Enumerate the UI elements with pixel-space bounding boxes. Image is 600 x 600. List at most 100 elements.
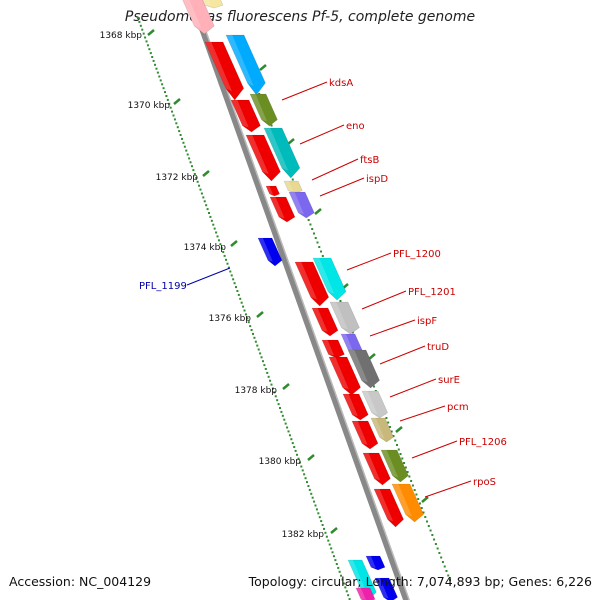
scale-dot: [294, 449, 297, 452]
scale-dot: [263, 364, 266, 367]
scale-dot: [325, 535, 328, 538]
scale-dot: [411, 484, 414, 487]
scale-dot: [195, 176, 198, 179]
scale-dot: [434, 543, 437, 545]
gene-arrow-pfl-1201-shade: [330, 302, 348, 330]
leader-line-rpos: [424, 480, 472, 498]
scale-dot: [296, 453, 299, 456]
scale-dot: [169, 106, 172, 109]
scale-dot: [281, 414, 284, 417]
scale-dot: [259, 352, 262, 355]
scale-dot: [276, 399, 279, 402]
scale-dot: [237, 293, 240, 296]
accession-text: Accession: NC_004129: [9, 574, 152, 589]
gene-label-trud: truD: [427, 342, 449, 353]
red-gene-arrow-shade: [374, 489, 394, 522]
scale-dot: [242, 305, 245, 308]
scale-dot: [321, 255, 324, 257]
red-gene-arrow: [265, 185, 280, 197]
scale-dot: [341, 578, 344, 581]
scale-dot: [436, 547, 439, 550]
scale-dot: [249, 325, 252, 328]
scale-dot: [288, 434, 291, 437]
gene-arrow-bottom-shade: [356, 588, 366, 600]
scale-dot: [317, 512, 320, 515]
scale-dot: [274, 395, 277, 398]
scale-label-4: 1376 kbp: [209, 314, 252, 324]
scale-dot: [290, 438, 293, 441]
scale-dot: [397, 448, 400, 451]
scale-dot: [291, 178, 294, 181]
scale-dot: [406, 471, 409, 473]
gene-arrow-bottom-shade: [375, 578, 389, 599]
scale-dot: [300, 465, 303, 468]
scale-dot: [162, 87, 165, 90]
gene-arrow-top: [202, 0, 224, 9]
scale-dot: [297, 457, 300, 460]
scale-dot: [301, 469, 304, 472]
map-title: Pseudomonas fluorescens Pf-5, complete g…: [124, 9, 476, 25]
gene-arrow-ftsb: [263, 127, 301, 179]
scale-dot: [345, 590, 348, 593]
scale-dot: [429, 529, 432, 532]
scale-major-tick: [230, 240, 238, 247]
scale-dot: [142, 32, 145, 35]
scale-dot: [427, 525, 430, 527]
scale-dot: [192, 169, 195, 172]
scale-dot: [206, 208, 209, 211]
gene-arrow-top: [182, 0, 215, 35]
gene-label-pfl-1206: PFL_1206: [459, 437, 507, 448]
scale-dot: [266, 371, 269, 374]
scale-dot: [387, 421, 390, 424]
scale-dot: [225, 258, 228, 261]
backbone-line: [188, 0, 410, 600]
scale-dot: [410, 480, 413, 482]
scale-major-tick: [287, 138, 295, 145]
scale-dot: [291, 442, 294, 445]
gene-label-pfl-1200: PFL_1200: [393, 249, 441, 260]
scale-major-tick: [307, 454, 315, 461]
gene-arrow-ispd: [283, 180, 303, 194]
gene-arrow-eno: [249, 93, 278, 127]
scale-major-tick: [368, 353, 376, 360]
scale-dot: [283, 418, 286, 421]
scale-dot: [308, 488, 311, 491]
scale-dot: [260, 356, 263, 359]
scale-dot: [298, 461, 301, 464]
scale-dot: [390, 430, 393, 433]
scale-dot: [314, 237, 317, 239]
gene-arrow-top-shade: [202, 0, 212, 6]
scale-dot: [318, 246, 321, 248]
gene-arrow-pfl-1206: [380, 449, 409, 483]
scale-dot: [373, 385, 376, 388]
scale-dot: [337, 566, 340, 569]
red-gene-arrow-shade: [329, 357, 349, 390]
scale-dot: [205, 204, 208, 207]
red-gene-arrow-shade: [295, 262, 318, 300]
gene-label-ispf: ispF: [417, 316, 437, 327]
gene-arrow-trud-shade: [348, 350, 368, 383]
scale-major-tick: [314, 208, 322, 215]
scale-dot: [145, 40, 148, 43]
red-gene-arrow-shade: [270, 197, 285, 219]
scale-dot: [236, 290, 239, 292]
scale-label-3: 1374 kbp: [184, 243, 227, 253]
scale-dot: [256, 344, 259, 347]
scale-dot: [144, 36, 147, 39]
red-gene-arrow: [269, 196, 296, 223]
scale-label-2: 1372 kbp: [156, 173, 199, 183]
scale-dot: [158, 75, 161, 78]
scale-dot: [217, 239, 220, 242]
red-gene-arrow: [294, 261, 330, 307]
scale-dot: [176, 126, 179, 129]
gene-arrow-pcm: [370, 417, 394, 443]
red-gene-arrow: [373, 488, 404, 528]
gene-arrow-eno-shade: [250, 94, 268, 122]
gene-arrow-pfl-1200: [312, 257, 347, 301]
gene-arrow-ispd-shade: [284, 181, 294, 192]
scale-major-tick: [421, 496, 429, 503]
red-gene-arrow-shade: [322, 340, 335, 356]
scale-dot: [252, 332, 255, 335]
scale-dot: [401, 457, 404, 460]
